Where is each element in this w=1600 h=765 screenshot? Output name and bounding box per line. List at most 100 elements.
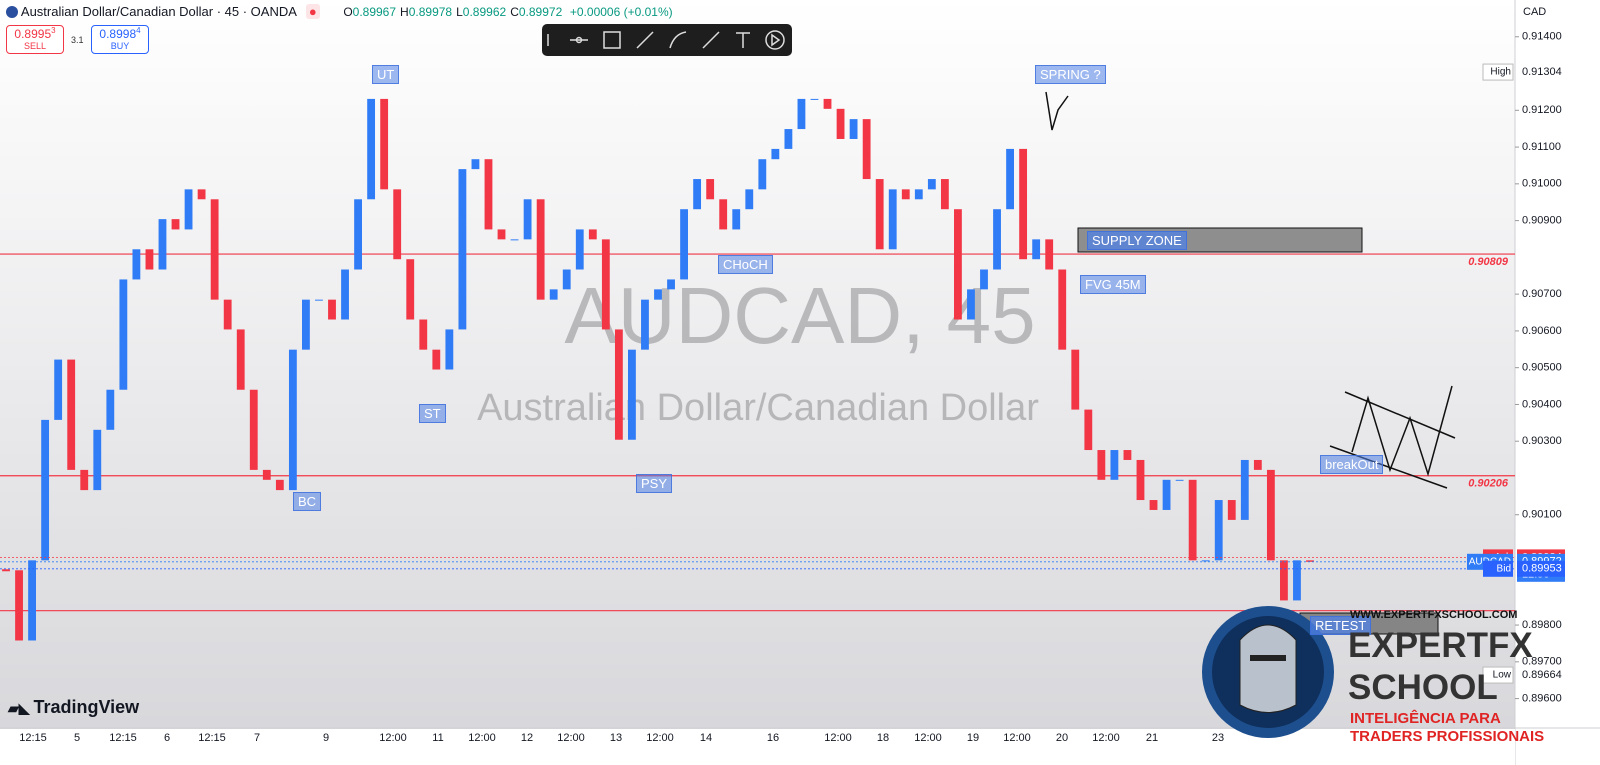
annotation[interactable]: SPRING ? bbox=[1035, 65, 1106, 84]
price-tag-name: Low bbox=[1493, 670, 1512, 681]
candle-body bbox=[15, 570, 23, 641]
ohlc-key: C bbox=[510, 5, 519, 19]
price-tag-value: 0.91304 bbox=[1522, 66, 1562, 78]
candle-body bbox=[784, 129, 793, 149]
buy-button[interactable]: 0.89984 BUY bbox=[91, 25, 149, 54]
ohlc-value: 0.89962 bbox=[462, 5, 507, 19]
buy-price: 0.8998 bbox=[99, 27, 137, 41]
buy-label: BUY bbox=[110, 41, 130, 51]
candle-body bbox=[328, 299, 336, 320]
candle-body bbox=[354, 199, 362, 270]
x-tick-label: 12:00 bbox=[468, 732, 496, 744]
change: +0.00006 (+0.01%) bbox=[569, 5, 673, 19]
candle-body bbox=[1071, 349, 1080, 410]
watermark: Australian Dollar/Canadian Dollar bbox=[477, 387, 1039, 429]
candle-body bbox=[262, 469, 271, 480]
candle-body bbox=[1266, 469, 1275, 561]
y-tick-label: 0.89800 bbox=[1522, 619, 1562, 631]
candle-body bbox=[706, 179, 715, 200]
y-tick-label: 0.90500 bbox=[1522, 362, 1562, 374]
candle-body bbox=[1201, 560, 1210, 562]
x-tick-label: 9 bbox=[323, 732, 329, 744]
candle-body bbox=[1293, 560, 1301, 601]
candle-body bbox=[575, 229, 584, 270]
x-tick-label: 12:00 bbox=[646, 732, 674, 744]
candle-body bbox=[536, 199, 545, 300]
sell-button[interactable]: 0.89953 SELL bbox=[6, 25, 64, 54]
candle-body bbox=[1175, 479, 1184, 481]
sell-sup: 3 bbox=[51, 26, 56, 35]
x-tick-label: 12:00 bbox=[1003, 732, 1031, 744]
candle-body bbox=[797, 98, 806, 130]
annotation[interactable]: UT bbox=[372, 65, 400, 84]
annotation[interactable]: breakOut bbox=[1320, 455, 1384, 474]
annotation[interactable]: PSY bbox=[636, 474, 673, 493]
tool-brush[interactable] bbox=[669, 31, 687, 49]
y-tick-label: 0.91200 bbox=[1522, 104, 1562, 116]
price-tag-value: 0.89664 bbox=[1522, 669, 1562, 681]
candle-body bbox=[106, 389, 115, 430]
candle-body bbox=[1149, 500, 1158, 510]
x-tick-label: 12:00 bbox=[824, 732, 852, 744]
candle-body bbox=[693, 179, 702, 210]
tool-replay[interactable] bbox=[771, 33, 781, 47]
x-tick-label: 20 bbox=[1056, 732, 1068, 744]
candle-body bbox=[223, 299, 232, 330]
price-tag-name-bg bbox=[1482, 63, 1514, 81]
candle-body bbox=[458, 169, 467, 330]
candle-body bbox=[145, 249, 154, 270]
y-tick-label: 0.91400 bbox=[1522, 31, 1562, 43]
watermark: AUDCAD, 45 bbox=[564, 271, 1035, 360]
logo-helmet bbox=[1239, 624, 1297, 713]
tradingview-logo[interactable]: ▰◣ TradingView bbox=[8, 697, 140, 717]
annotation[interactable]: BC bbox=[293, 492, 322, 511]
candle-body bbox=[210, 199, 219, 300]
y-tick-label: 0.91000 bbox=[1522, 178, 1562, 190]
candle-body bbox=[1123, 450, 1132, 460]
x-tick-label: 12 bbox=[521, 732, 533, 744]
tool-trend[interactable] bbox=[636, 31, 654, 49]
x-tick-label: 13 bbox=[610, 732, 622, 744]
candle-body bbox=[680, 209, 688, 280]
status-icon[interactable]: ● bbox=[305, 4, 320, 19]
candle-body bbox=[1306, 560, 1314, 562]
tool-text[interactable] bbox=[736, 32, 750, 48]
drawing-toolbar bbox=[542, 24, 792, 56]
annotation[interactable]: CHoCH bbox=[718, 255, 773, 274]
tool-hline[interactable] bbox=[575, 36, 583, 44]
candle-body bbox=[1162, 479, 1171, 510]
candle-body bbox=[171, 219, 180, 230]
candle-body bbox=[1084, 409, 1093, 451]
candle-body bbox=[641, 299, 649, 350]
candle-body bbox=[1227, 500, 1236, 520]
annotation[interactable]: RETEST bbox=[1310, 616, 1372, 635]
candle-body bbox=[432, 349, 441, 370]
sell-price: 0.8995 bbox=[14, 27, 52, 41]
sell-label: SELL bbox=[23, 41, 47, 51]
candle-body bbox=[1136, 459, 1145, 501]
candle-body bbox=[380, 98, 389, 190]
candle-body bbox=[275, 479, 284, 491]
annotation[interactable]: SUPPLY ZONE bbox=[1087, 231, 1187, 250]
candle-body bbox=[980, 269, 988, 290]
candle-body bbox=[28, 560, 36, 641]
candle-body bbox=[497, 229, 506, 240]
y-tick-label: 0.90600 bbox=[1522, 325, 1562, 337]
tool-line[interactable] bbox=[702, 31, 720, 49]
x-tick-label: 12:15 bbox=[19, 732, 47, 744]
tool-replay[interactable] bbox=[765, 30, 785, 50]
candle-body bbox=[719, 199, 728, 230]
tool-rect[interactable] bbox=[603, 31, 621, 49]
candle-body bbox=[601, 239, 610, 330]
y-tick-label: 0.90400 bbox=[1522, 398, 1562, 410]
candle-body bbox=[836, 108, 845, 139]
annotation[interactable]: FVG 45M bbox=[1080, 275, 1146, 294]
annotation[interactable]: ST bbox=[419, 404, 446, 423]
symbol[interactable]: Australian Dollar/Canadian Dollar · 45 ·… bbox=[20, 4, 297, 19]
y-tick-label: 0.90700 bbox=[1522, 288, 1562, 300]
level-label: 0.90206 bbox=[1468, 478, 1509, 490]
price-tag-name-bg bbox=[1482, 666, 1514, 684]
drawing bbox=[1045, 91, 1069, 131]
candle-body bbox=[862, 119, 871, 180]
ohlc-key: H bbox=[400, 5, 409, 19]
